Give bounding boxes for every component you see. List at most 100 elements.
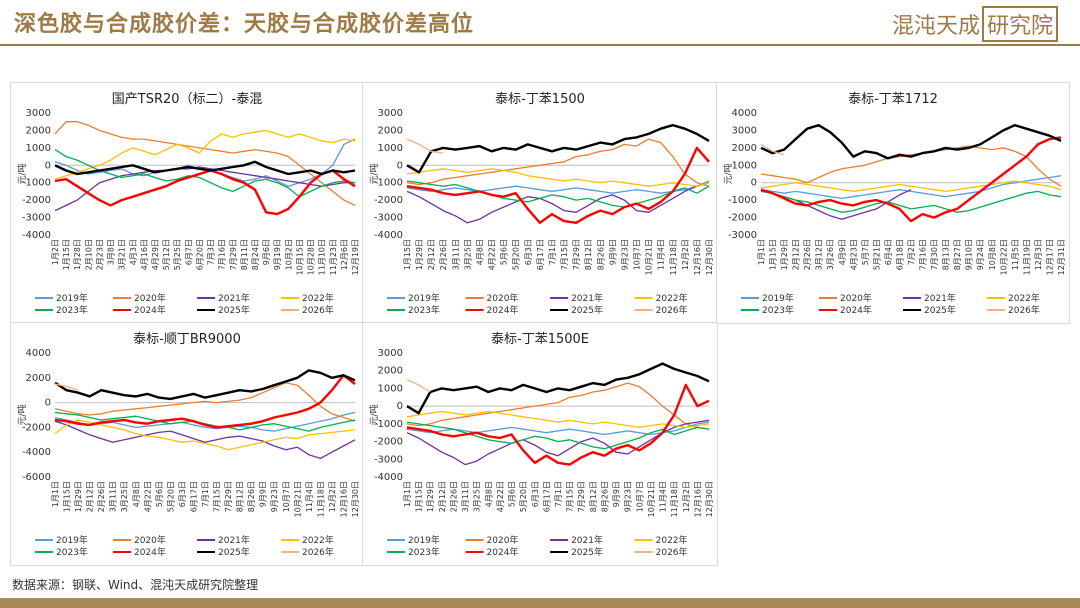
x-tick-label: 2月10日 bbox=[84, 239, 93, 270]
x-tick-label: 2月26日 bbox=[803, 239, 812, 270]
x-tick-label: 1月1日 bbox=[403, 481, 412, 507]
series-line-2025年 bbox=[406, 124, 710, 174]
series-line-2022年 bbox=[54, 419, 356, 451]
x-tick-label: 12月6日 bbox=[340, 239, 349, 270]
legend-label: 2022年 bbox=[656, 534, 688, 546]
x-tick-label: 10月7日 bbox=[635, 481, 644, 512]
series-line-2026年 bbox=[406, 138, 444, 154]
chart-panel-2: 泰标-丁苯1500 元/吨 3000 2000 1000 0 -1000 -2000 -3000… bbox=[362, 82, 718, 324]
y-tick-label: -1000 bbox=[728, 195, 757, 206]
x-tick-label: 7月29日 bbox=[224, 481, 233, 512]
x-tick-label: 8月27日 bbox=[953, 239, 962, 270]
x-tick-label: 2月12日 bbox=[792, 239, 801, 270]
series-line-2026年 bbox=[406, 379, 431, 393]
x-tick-label: 12月30日 bbox=[705, 481, 714, 517]
x-tick-label: 5月20日 bbox=[519, 481, 528, 512]
x-tick-label: 11月18日 bbox=[669, 239, 678, 275]
x-tick-label: 6月7日 bbox=[184, 239, 193, 265]
x-tick-label: 6月3日 bbox=[178, 481, 187, 507]
x-tick-label: 7月30日 bbox=[930, 239, 939, 270]
x-tick-label: 12月2日 bbox=[682, 481, 691, 512]
data-source-note: 数据来源：钢联、Wind、混沌天成研究院整理 bbox=[12, 578, 259, 592]
y-tick-label: 2000 bbox=[26, 373, 51, 384]
y-tick-label: 0 bbox=[397, 160, 403, 171]
legend-label: 2024年 bbox=[134, 546, 166, 558]
series-line-2019年 bbox=[760, 175, 1062, 200]
x-tick-label: 12月17日 bbox=[1045, 239, 1054, 275]
y-tick-label: -3000 bbox=[374, 454, 403, 465]
x-tick-label: 1月29日 bbox=[780, 239, 789, 270]
y-tick-label: -4000 bbox=[22, 230, 51, 241]
y-tick-label: -1000 bbox=[374, 419, 403, 430]
page-title: 深色胶与合成胶价差：天胶与合成胶价差高位 bbox=[14, 11, 475, 37]
y-tick-label: 3000 bbox=[378, 348, 403, 359]
x-tick-label: 6月17日 bbox=[189, 481, 198, 512]
y-tick-label: 0 bbox=[751, 178, 757, 189]
y-tick-label: 2000 bbox=[378, 366, 403, 377]
x-tick-label: 11月23日 bbox=[329, 239, 338, 275]
x-tick-label: 12月19日 bbox=[351, 239, 360, 275]
legend-label: 2019年 bbox=[56, 534, 88, 546]
legend-label: 2021年 bbox=[571, 534, 603, 546]
y-tick-label: -1000 bbox=[22, 178, 51, 189]
x-tick-label: 12月16日 bbox=[693, 239, 702, 275]
x-tick-label: 2月23日 bbox=[95, 239, 104, 270]
x-tick-label: 6月20日 bbox=[195, 239, 204, 270]
chart-title: 国产TSR20（标二）-泰混 bbox=[112, 92, 262, 107]
x-tick-label: 11月18日 bbox=[316, 481, 325, 517]
series-line-2024年 bbox=[760, 136, 1062, 223]
legend-label: 2021年 bbox=[571, 292, 603, 304]
x-tick-label: 5月12日 bbox=[162, 239, 171, 270]
y-tick-label: -1000 bbox=[374, 178, 403, 189]
series-line-2020年 bbox=[406, 382, 710, 430]
x-tick-label: 1月29日 bbox=[415, 239, 424, 270]
x-tick-label: 10月21日 bbox=[293, 481, 302, 517]
title-divider bbox=[0, 44, 1080, 46]
x-tick-label: 4月8日 bbox=[132, 481, 141, 507]
y-tick-label: 1000 bbox=[378, 143, 403, 154]
x-tick-label: 3月25日 bbox=[120, 481, 129, 512]
x-tick-label: 9月10日 bbox=[965, 239, 974, 270]
x-tick-label: 3月11日 bbox=[461, 481, 470, 512]
legend-label: 2023年 bbox=[56, 546, 88, 558]
series-line-2024年 bbox=[54, 374, 356, 429]
x-tick-label: 2月12日 bbox=[438, 481, 447, 512]
series-line-2023年 bbox=[54, 149, 356, 198]
series-line-2022年 bbox=[760, 180, 1062, 193]
chart-tsr20: 国产TSR20（标二）-泰混元/吨 3000 2000 1000 0 -1000 -2000… bbox=[16, 92, 360, 316]
x-tick-label: 1月29日 bbox=[426, 481, 435, 512]
x-tick-label: 7月29日 bbox=[572, 239, 581, 270]
legend-label: 2020年 bbox=[487, 534, 519, 546]
y-axis-label: 元/吨 bbox=[368, 404, 380, 425]
x-tick-label: 10月2日 bbox=[284, 239, 293, 270]
legend-label: 2024年 bbox=[840, 304, 872, 316]
legend-label: 2021年 bbox=[924, 292, 956, 304]
series-line-2023年 bbox=[406, 421, 710, 450]
x-tick-label: 11月4日 bbox=[657, 239, 666, 270]
x-tick-label: 9月9日 bbox=[608, 239, 617, 265]
series-line-2020年 bbox=[54, 121, 356, 206]
y-tick-label: -2000 bbox=[374, 195, 403, 206]
legend-label: 2019年 bbox=[762, 292, 794, 304]
logo-text: 混沌天成 bbox=[891, 14, 980, 39]
y-tick-label: 4000 bbox=[732, 108, 757, 119]
x-tick-label: 11月18日 bbox=[670, 481, 679, 517]
series-line-2022年 bbox=[54, 129, 356, 180]
y-tick-label: 0 bbox=[45, 398, 51, 409]
series-line-2022年 bbox=[406, 410, 710, 429]
x-tick-label: 7月29日 bbox=[577, 481, 586, 512]
x-tick-label: 1月29日 bbox=[74, 481, 83, 512]
x-tick-label: 1月15日 bbox=[62, 239, 71, 270]
y-tick-label: -4000 bbox=[374, 230, 403, 241]
x-tick-label: 9月9日 bbox=[612, 481, 621, 507]
chart-panel-4: 泰标-顺丁BR9000 元/吨 4000 2000 0 -2000 -4000 -6000 1月… bbox=[10, 322, 364, 566]
x-tick-label: 6月18日 bbox=[895, 239, 904, 270]
legend-label: 2024年 bbox=[487, 304, 519, 316]
y-tick-label: 3000 bbox=[732, 125, 757, 136]
y-tick-label: -2000 bbox=[728, 213, 757, 224]
x-tick-label: 8月11日 bbox=[240, 239, 249, 270]
x-tick-label: 1月2日 bbox=[51, 239, 60, 265]
x-tick-label: 8月12日 bbox=[589, 481, 598, 512]
x-tick-label: 8月12日 bbox=[236, 481, 245, 512]
x-tick-label: 1月1日 bbox=[51, 481, 60, 507]
